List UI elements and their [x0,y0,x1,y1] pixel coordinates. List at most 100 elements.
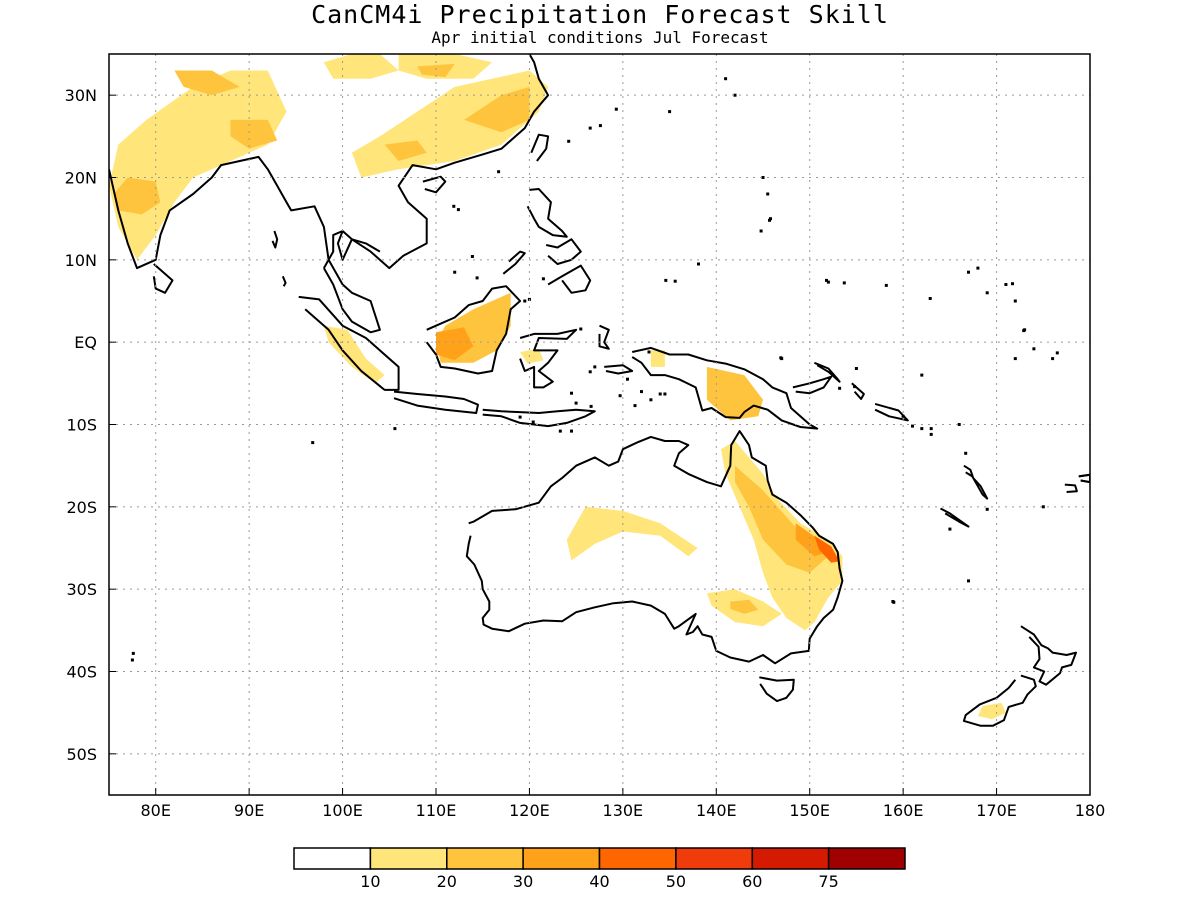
coastline-sumatra-6 [298,295,400,391]
lat-tick-label: 40S [66,663,97,682]
lon-tick-label: 80E [140,801,170,820]
island-dot [928,297,932,300]
skill-region-new-guinea-15 [650,350,665,367]
lat-tick-label: EQ [74,333,97,352]
island-dot [985,291,989,295]
island-dot [948,527,952,531]
map-title: CanCM4i Precipitation Forecast Skill [311,0,889,29]
coastline-nicobar-32 [281,275,287,287]
coastline-halmahera-15 [598,324,610,350]
lon-tick-label: 170E [976,801,1017,820]
island-dot [640,390,643,394]
skill-region-north-china-7 [323,54,399,79]
island-dot [920,373,924,377]
legend-swatch-7 [827,847,906,870]
legend-label: 50 [666,872,686,891]
island-dot [766,192,770,196]
lat-tick-label: 20N [65,169,97,188]
island-dot [574,401,578,405]
island-dot [1022,329,1026,333]
island-dot [920,427,924,431]
coastline-layer [109,54,1090,727]
coastline-palawan-14 [502,250,526,275]
island-dot [957,423,961,426]
coastline-bougainville-20 [851,382,865,400]
lon-tick-label: 100E [322,801,363,820]
coastline-mindanao-11 [547,264,592,294]
island-dot [1032,347,1036,351]
skill-region-new-zealand-23 [977,702,1006,720]
coastline-java-7 [393,390,479,414]
coastline-fiji-30 [1078,473,1090,484]
island-dot [470,255,474,258]
latitude-axis: 30N 20N 10N EQ 10S 20S 30S 40S 50S [65,86,116,764]
lon-tick-label: 90E [234,801,264,820]
lon-tick-label: 120E [509,801,550,820]
island-dot [724,77,728,81]
island-dot [854,367,858,370]
legend-label: 60 [742,872,762,891]
coastline-solomons-21 [874,402,909,422]
island-dot [733,93,737,97]
island-dot [967,270,970,274]
legend-swatch-0 [293,847,372,870]
island-dot [901,414,905,418]
skill-region-queensland-19 [814,535,840,563]
island-dot [614,107,618,111]
coastline-seram-16 [604,364,634,375]
skill-shading-layer [109,54,1006,720]
coastline-lesser-sunda-8 [482,408,596,428]
island-dot [668,110,672,114]
island-dot [759,229,763,233]
coastline-andaman-31 [271,230,279,249]
lon-tick-label: 110E [416,801,457,820]
coastline-new-caledonia-26 [940,507,970,528]
skill-region-borneo-12 [436,327,474,361]
lon-tick-label: 160E [883,801,924,820]
island-dot [518,415,522,419]
lat-tick-label: 10S [66,416,97,435]
skill-region-india-2 [174,70,240,96]
island-dot [618,394,622,398]
island-dot [570,391,573,395]
island-dot [826,280,830,284]
island-dot [589,404,593,408]
island-dot [664,278,668,282]
lon-tick-label: 140E [696,801,737,820]
island-dot [761,176,765,179]
lon-tick-label: 150E [789,801,830,820]
coastline-thailand-gulf-3 [336,230,381,261]
coastline-sulawesi-10 [519,328,578,389]
skill-region-north-china-9 [417,63,455,78]
island-dot [1055,351,1059,355]
skill-region-south-china-6 [384,140,427,161]
island-dot [626,377,629,381]
island-dot [131,651,135,655]
island-dot [967,579,970,583]
legend-swatch-3 [522,847,601,870]
legend-label: 20 [437,872,457,891]
skill-region-india-0 [109,70,287,260]
island-dot [976,266,980,270]
island-dot [531,420,535,424]
legend-label: 30 [513,872,533,891]
island-dot [853,385,857,389]
legend-label: 40 [589,872,609,891]
lat-tick-label: 20S [66,498,97,517]
island-dot [456,208,460,212]
coastline-fiji-28 [1064,483,1078,493]
island-dot [658,392,662,396]
legend-label: 75 [818,872,838,891]
island-dot [452,204,456,208]
island-dot [558,429,562,433]
coastline-australia-22 [465,430,844,665]
coastline-new-britain-18 [792,375,833,395]
island-dot [1004,283,1008,286]
legend-swatch-6 [751,847,830,870]
island-dot [768,218,771,222]
lat-tick-label: 10N [65,251,97,270]
coastline-indochina-2 [323,54,550,270]
island-dot [130,658,134,662]
island-dot [1011,282,1014,286]
skill-region-sulawesi-13 [520,348,544,364]
